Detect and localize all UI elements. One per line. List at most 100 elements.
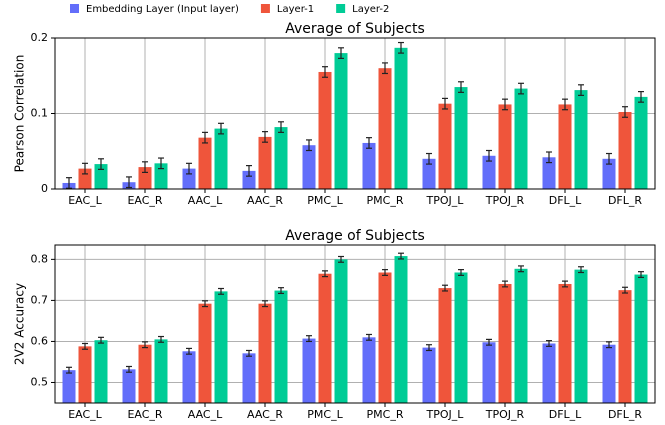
error-bar — [158, 157, 164, 170]
error-bar — [98, 158, 104, 170]
bar — [182, 168, 196, 189]
bar — [214, 291, 228, 403]
error-bar — [382, 62, 388, 75]
error-bar — [322, 66, 328, 78]
error-bar — [502, 98, 508, 111]
error-bar — [322, 270, 328, 278]
error-bar — [606, 341, 612, 349]
bar — [574, 90, 588, 189]
x-tick-label: PMC_L — [307, 194, 343, 207]
bar — [78, 346, 92, 403]
error-bar — [578, 266, 584, 274]
legend-text: Layer-1 — [277, 4, 314, 15]
error-bar — [562, 280, 568, 288]
x-tick-label: DFL_R — [608, 194, 642, 207]
error-bar — [338, 47, 344, 59]
bar — [422, 158, 436, 189]
bar — [602, 344, 616, 403]
error-bar — [502, 280, 508, 288]
error-bar — [338, 255, 344, 263]
bar — [454, 87, 468, 189]
x-tick-label: TPOJ_R — [485, 408, 525, 421]
bar — [618, 290, 632, 403]
bar — [334, 259, 348, 403]
y-tick-label: 0.1 — [31, 107, 49, 120]
y-tick-label: 0.2 — [31, 31, 49, 44]
x-tick-label: EAC_R — [127, 408, 162, 421]
bar — [138, 167, 152, 189]
error-bar — [518, 82, 524, 95]
error-bar — [366, 137, 372, 149]
bar — [514, 88, 528, 189]
error-bar — [262, 300, 268, 308]
bar — [362, 337, 376, 403]
chart-title: Average of Subjects — [285, 21, 425, 37]
y-axis-label: Pearson Correlation — [13, 55, 27, 173]
error-bar — [458, 269, 464, 276]
bar — [94, 164, 108, 189]
error-bar — [486, 338, 492, 346]
bar — [78, 168, 92, 189]
error-bar — [66, 177, 72, 189]
bar — [454, 272, 468, 403]
bar — [318, 71, 332, 189]
error-bar — [382, 269, 388, 276]
error-bar — [638, 271, 644, 279]
error-bar — [202, 300, 208, 308]
bar — [558, 283, 572, 403]
bar — [242, 170, 256, 189]
x-tick-label: AAC_L — [188, 194, 223, 207]
x-tick-label: AAC_R — [247, 408, 283, 421]
bar — [438, 103, 452, 189]
error-bar — [578, 84, 584, 96]
x-tick-label: TPOJ_R — [485, 194, 525, 207]
x-tick-label: PMC_R — [367, 408, 404, 421]
error-bar — [606, 152, 612, 165]
bar — [394, 47, 408, 189]
error-bar — [622, 286, 628, 294]
error-bar — [186, 162, 192, 175]
error-bar — [278, 121, 284, 133]
bar — [302, 145, 316, 189]
bar — [258, 136, 272, 189]
bar — [362, 142, 376, 189]
error-bar — [262, 131, 268, 143]
plot-frame — [54, 37, 656, 190]
error-bar — [442, 284, 448, 292]
bar — [182, 351, 196, 403]
bar — [62, 370, 76, 403]
bar — [94, 340, 108, 403]
bar — [634, 274, 648, 403]
error-bar — [306, 139, 312, 152]
x-tick-label: PMC_R — [367, 194, 404, 207]
bar — [242, 353, 256, 403]
error-bar — [82, 342, 88, 350]
y-tick-label: 0.7 — [31, 293, 49, 306]
bar — [542, 343, 556, 403]
bar — [498, 104, 512, 189]
x-tick-label: EAC_L — [68, 194, 102, 207]
bar — [542, 157, 556, 189]
bar — [274, 290, 288, 403]
bar — [198, 303, 212, 403]
error-bar — [186, 347, 192, 355]
error-bar — [278, 287, 284, 295]
plot-frame — [54, 244, 656, 404]
bar — [618, 111, 632, 189]
bar — [482, 342, 496, 403]
error-bar — [246, 164, 252, 177]
bar — [558, 104, 572, 189]
bar — [498, 283, 512, 403]
error-bar — [126, 176, 132, 189]
bar — [198, 137, 212, 189]
error-bar — [458, 81, 464, 93]
error-bar — [218, 287, 224, 295]
bar — [394, 256, 408, 403]
error-bar — [638, 91, 644, 103]
x-tick-label: EAC_L — [68, 408, 102, 421]
error-bar — [442, 97, 448, 110]
y-tick-label: 0.6 — [31, 334, 49, 347]
bar — [514, 268, 528, 403]
error-bar — [546, 151, 552, 164]
